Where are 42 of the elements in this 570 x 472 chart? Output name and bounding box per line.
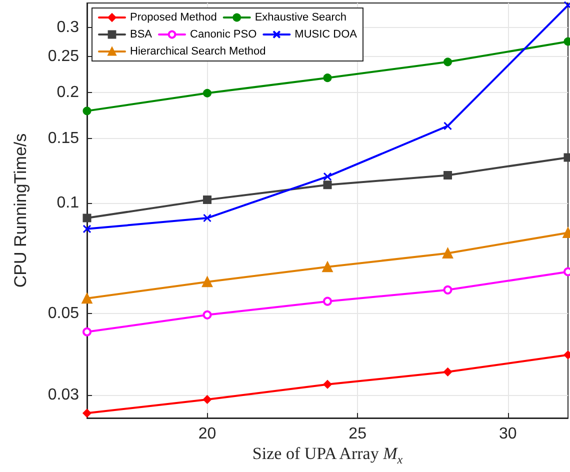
y-axis-title: CPU RunningTime/s (11, 133, 30, 288)
legend-label: BSA (130, 28, 153, 40)
legend-label: Exhaustive Search (254, 12, 347, 24)
point (323, 74, 332, 82)
point (203, 395, 212, 404)
point (443, 285, 452, 294)
point (82, 224, 92, 234)
point (203, 196, 212, 204)
legend-label: Canonic PSO (190, 28, 258, 40)
point (444, 170, 452, 180)
point (444, 58, 452, 66)
x-axis-title: Size of UPA Array M$_{x}$ (251, 444, 404, 468)
point (322, 262, 333, 272)
point (82, 106, 92, 116)
y-tick-label: 0.3 (56, 19, 80, 36)
y-tick-label: 0.05 (48, 305, 80, 322)
point (323, 180, 332, 190)
point (444, 122, 452, 130)
y-tick-label: 0.1 (56, 194, 80, 212)
point (323, 380, 332, 389)
legend-label: Hierarchical Search Method (130, 46, 266, 58)
point (82, 214, 92, 222)
point (203, 88, 212, 98)
y-tick-label: 0.2 (56, 84, 80, 101)
point (82, 408, 92, 418)
y-tick-label: 0.25 (48, 48, 80, 66)
point (82, 327, 92, 336)
legend-label: Proposed Method (130, 12, 217, 24)
x-tick-label: 30 (498, 426, 517, 442)
point (202, 310, 212, 320)
y-tick-label: 0.03 (48, 386, 80, 404)
point (202, 276, 212, 288)
point (203, 214, 212, 222)
point (442, 248, 453, 258)
point (323, 296, 332, 306)
y-tick-label: 0.15 (48, 130, 80, 147)
point (444, 368, 452, 376)
x-tick-label: 20 (198, 426, 216, 442)
point (323, 172, 332, 181)
point (82, 293, 92, 304)
x-tick-label: 25 (348, 426, 367, 442)
legend-label: MUSIC DOA (294, 28, 358, 40)
